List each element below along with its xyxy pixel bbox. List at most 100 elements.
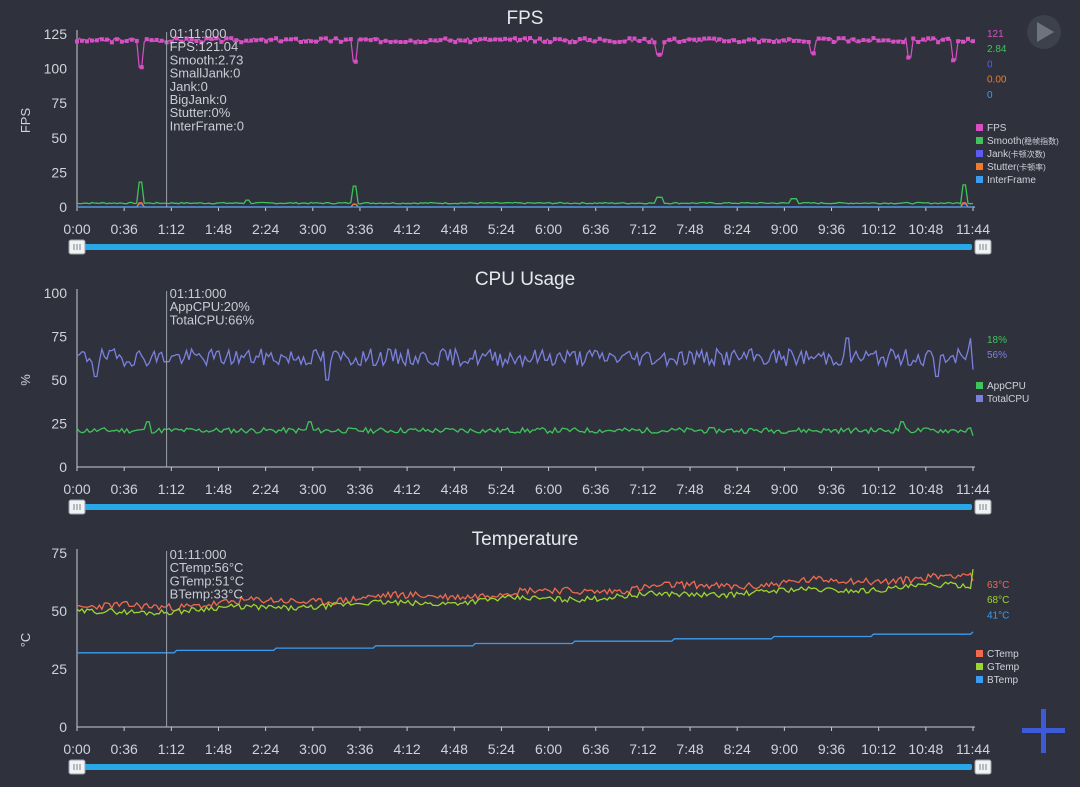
fps-point xyxy=(916,39,921,44)
fps-point xyxy=(368,38,373,43)
x-tick-label: 7:12 xyxy=(629,221,656,237)
fps-point xyxy=(667,37,672,42)
fps-point xyxy=(418,39,423,44)
cursor-readout: AppCPU:20% xyxy=(170,299,251,314)
x-tick-label: 1:12 xyxy=(158,741,185,757)
fps-point xyxy=(632,36,637,41)
x-tick-label: 0:00 xyxy=(63,481,90,497)
legend-item-gtemp[interactable]: GTemp xyxy=(987,662,1020,673)
x-tick-label: 3:36 xyxy=(346,221,373,237)
fps-point xyxy=(727,39,732,44)
fps-point xyxy=(149,38,154,43)
fps-point xyxy=(552,36,557,41)
slider-handle-left[interactable] xyxy=(68,499,86,515)
slider-handle-right[interactable] xyxy=(974,239,992,255)
legend-item-interframe[interactable]: InterFrame xyxy=(987,175,1036,186)
panel-temperature: Temperature °C 75 50 25 0 0:00 0:36 1:12 1:48 2:24… xyxy=(18,529,1020,775)
x-tick-label: 2:24 xyxy=(252,221,279,237)
y-axis-label: °C xyxy=(18,633,33,648)
slider-handle-right[interactable] xyxy=(974,759,992,775)
x-tick-label: 3:36 xyxy=(346,481,373,497)
fps-point xyxy=(791,38,796,43)
current-value: 41°C xyxy=(987,610,1009,621)
fps-point xyxy=(308,39,313,44)
fps-point xyxy=(946,36,951,41)
fps-point xyxy=(363,37,368,42)
legend-item-btemp[interactable]: BTemp xyxy=(987,675,1019,686)
fps-point xyxy=(761,38,766,43)
current-value: 63°C xyxy=(987,580,1009,591)
time-range-slider[interactable] xyxy=(82,764,972,770)
cursor-readout: BigJank:0 xyxy=(170,92,227,107)
fps-point xyxy=(214,36,219,41)
fps-point xyxy=(244,38,249,43)
fps-point xyxy=(393,39,398,44)
fps-point xyxy=(229,36,234,41)
legend-item-totalcpu[interactable]: TotalCPU xyxy=(987,394,1029,405)
fps-point xyxy=(323,36,328,41)
fps-point xyxy=(75,39,79,44)
fps-point xyxy=(448,38,453,43)
legend-item-jank[interactable]: Jank(卡顿次数) xyxy=(987,149,1046,160)
x-tick-label: 10:12 xyxy=(861,481,896,497)
legend-item-fps[interactable]: FPS xyxy=(987,123,1007,134)
fps-point xyxy=(737,40,742,45)
add-marker-button[interactable] xyxy=(1022,709,1065,753)
fps-point xyxy=(826,37,831,42)
fps-point xyxy=(443,36,448,41)
fps-point xyxy=(109,40,114,45)
fps-point xyxy=(139,65,144,70)
time-range-slider[interactable] xyxy=(82,504,972,510)
x-tick-label: 7:12 xyxy=(629,481,656,497)
x-tick-label: 6:36 xyxy=(582,221,609,237)
fps-point xyxy=(483,36,488,41)
x-tick-label: 3:00 xyxy=(299,481,326,497)
x-tick-label: 7:12 xyxy=(629,741,656,757)
legend-item-appcpu[interactable]: AppCPU xyxy=(987,381,1026,392)
fps-point xyxy=(856,39,861,44)
fps-point xyxy=(209,36,214,41)
fps-point xyxy=(712,36,717,41)
fps-point xyxy=(463,38,468,43)
x-tick-label: 8:24 xyxy=(724,741,751,757)
fps-point xyxy=(627,36,632,41)
current-value: 68°C xyxy=(987,595,1009,606)
cursor-readout: SmallJank:0 xyxy=(170,66,241,81)
fps-point xyxy=(537,36,542,41)
cursor-readout: Smooth:2.73 xyxy=(170,52,244,67)
series-line-smooth xyxy=(76,181,974,205)
fps-point xyxy=(508,37,513,42)
fps-point xyxy=(338,39,343,44)
x-tick-label: 5:24 xyxy=(488,481,515,497)
legend-item-ctemp[interactable]: CTemp xyxy=(987,649,1019,660)
y-tick-label: 125 xyxy=(44,26,68,42)
legend-swatch xyxy=(976,176,983,183)
fps-point xyxy=(259,37,264,42)
slider-handle-left[interactable] xyxy=(68,239,86,255)
time-range-slider[interactable] xyxy=(82,244,972,250)
fps-point xyxy=(94,38,99,43)
play-button[interactable] xyxy=(1027,15,1061,49)
fps-point xyxy=(951,58,956,63)
series-line-totalcpu xyxy=(76,337,974,381)
fps-point xyxy=(617,39,622,44)
x-tick-label: 4:12 xyxy=(393,741,420,757)
x-tick-label: 11:44 xyxy=(956,481,990,497)
fps-point xyxy=(303,39,308,44)
x-tick-label: 2:24 xyxy=(252,481,279,497)
legend-item-smooth[interactable]: Smooth(稳帧指数) xyxy=(987,136,1059,147)
slider-handle-right[interactable] xyxy=(974,499,992,515)
slider-handle-left[interactable] xyxy=(68,759,86,775)
cursor-readout: Stutter:0% xyxy=(170,105,231,120)
fps-point xyxy=(582,36,587,41)
y-tick-label: 25 xyxy=(51,164,67,180)
fps-point xyxy=(732,38,737,43)
fps-point xyxy=(124,39,129,44)
fps-point xyxy=(154,37,159,42)
legend-swatch xyxy=(976,650,983,657)
fps-point xyxy=(458,38,463,43)
x-tick-label: 9:00 xyxy=(771,221,798,237)
current-value: 121 xyxy=(987,29,1004,40)
legend-item-stutter[interactable]: Stutter(卡顿率) xyxy=(987,162,1046,173)
cursor-readout: 01:11:000 xyxy=(170,26,227,41)
